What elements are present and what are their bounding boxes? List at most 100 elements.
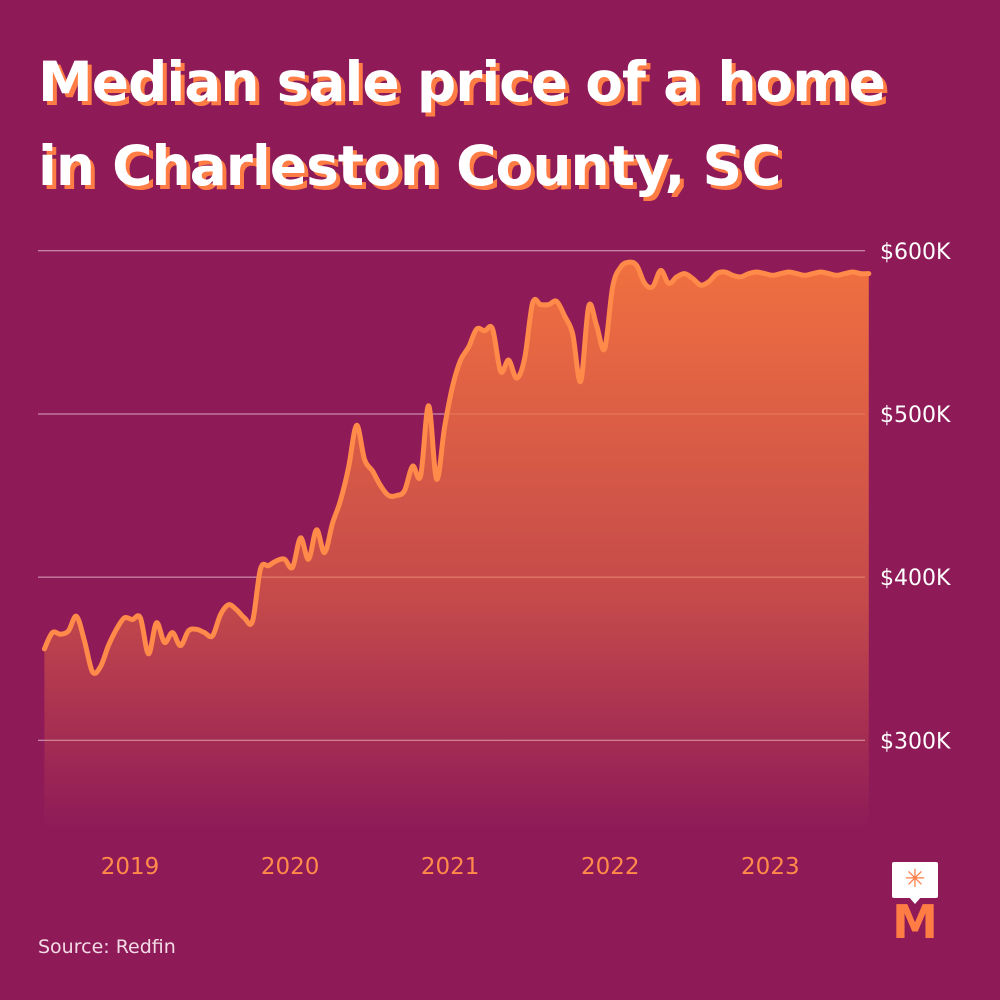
data-point [779,272,782,275]
data-point [235,608,238,611]
data-point [763,272,766,275]
data-point [747,272,750,275]
data-point [51,631,54,634]
data-point [811,272,814,275]
logo: ✳ M [892,862,940,949]
data-point [731,274,734,277]
data-point [611,285,614,288]
data-point [571,333,574,335]
data-point [563,315,566,318]
data-point [355,424,358,427]
data-point [787,271,790,273]
data-point [107,644,110,647]
data-point [475,328,478,331]
price-area-fill [44,262,869,830]
data-point [699,284,702,287]
data-point [579,380,582,383]
data-point [307,558,310,561]
speech-bubble-tail [908,896,922,904]
data-point [643,282,646,285]
data-point [291,566,294,569]
data-point [491,328,494,331]
data-point [75,615,78,618]
x-tick-label: 2023 [741,854,800,880]
data-point [739,275,742,278]
y-tick-label: $600K [880,240,951,265]
data-point [715,272,718,275]
data-point [827,272,830,275]
data-point [363,458,366,461]
data-point [219,613,222,616]
data-point [171,631,174,634]
data-point [251,620,254,623]
data-point [403,489,406,492]
data-point [427,404,430,407]
data-point [187,629,190,632]
data-point [867,272,870,275]
data-point [283,558,286,561]
price-points [43,261,870,673]
y-tick-label: $400K [880,566,951,591]
data-point [723,271,726,273]
chart-title: Median sale price of a home in Charlesto… [38,40,978,208]
data-point [843,272,846,275]
data-point [859,272,862,275]
x-axis-ticks: 2019 2020 2021 2022 2023 [101,854,800,880]
data-point [555,300,558,303]
data-point [683,272,686,275]
data-point [371,470,374,473]
data-point [515,377,518,380]
data-point [323,551,326,554]
data-point [803,274,806,277]
data-point [587,305,590,308]
data-point [835,274,838,277]
data-point [691,277,694,280]
data-point [267,564,270,567]
data-point [419,474,422,477]
data-point [539,303,542,306]
data-point [99,665,102,668]
data-point [387,494,390,497]
data-point [411,465,414,468]
data-point [627,261,630,264]
data-point [707,280,710,283]
data-point [755,271,758,273]
data-point [771,274,774,277]
data-point [635,264,638,267]
data-point [675,275,678,278]
data-point [147,652,150,655]
data-point [547,303,550,306]
x-tick-label: 2019 [101,854,160,880]
data-point [299,536,302,539]
data-point [123,616,126,619]
y-axis-ticks: $300K $400K $500K $600K [880,240,951,754]
data-point [339,499,342,502]
data-point [379,484,382,487]
data-point [451,385,454,388]
logo-letter: M [892,895,938,949]
data-point [163,641,166,644]
x-tick-label: 2021 [421,854,480,880]
asterisk-icon: ✳ [904,864,926,893]
data-point [275,559,278,562]
data-point [139,616,142,619]
data-point [83,639,86,642]
data-point [347,466,350,469]
data-point [459,359,462,362]
data-point [795,272,798,275]
data-point [67,629,70,632]
data-point [243,616,246,619]
chart-title-line-2: in Charleston County, SC [38,134,782,198]
data-point [819,271,822,273]
data-point [203,631,206,634]
data-point [315,528,318,531]
data-point [259,567,262,570]
data-point [59,633,62,636]
data-point [651,285,654,288]
data-point [619,266,622,269]
data-point [227,603,230,606]
data-point [395,494,398,497]
data-point [603,347,606,350]
chart-title-line-1: Median sale price of a home [38,50,886,114]
